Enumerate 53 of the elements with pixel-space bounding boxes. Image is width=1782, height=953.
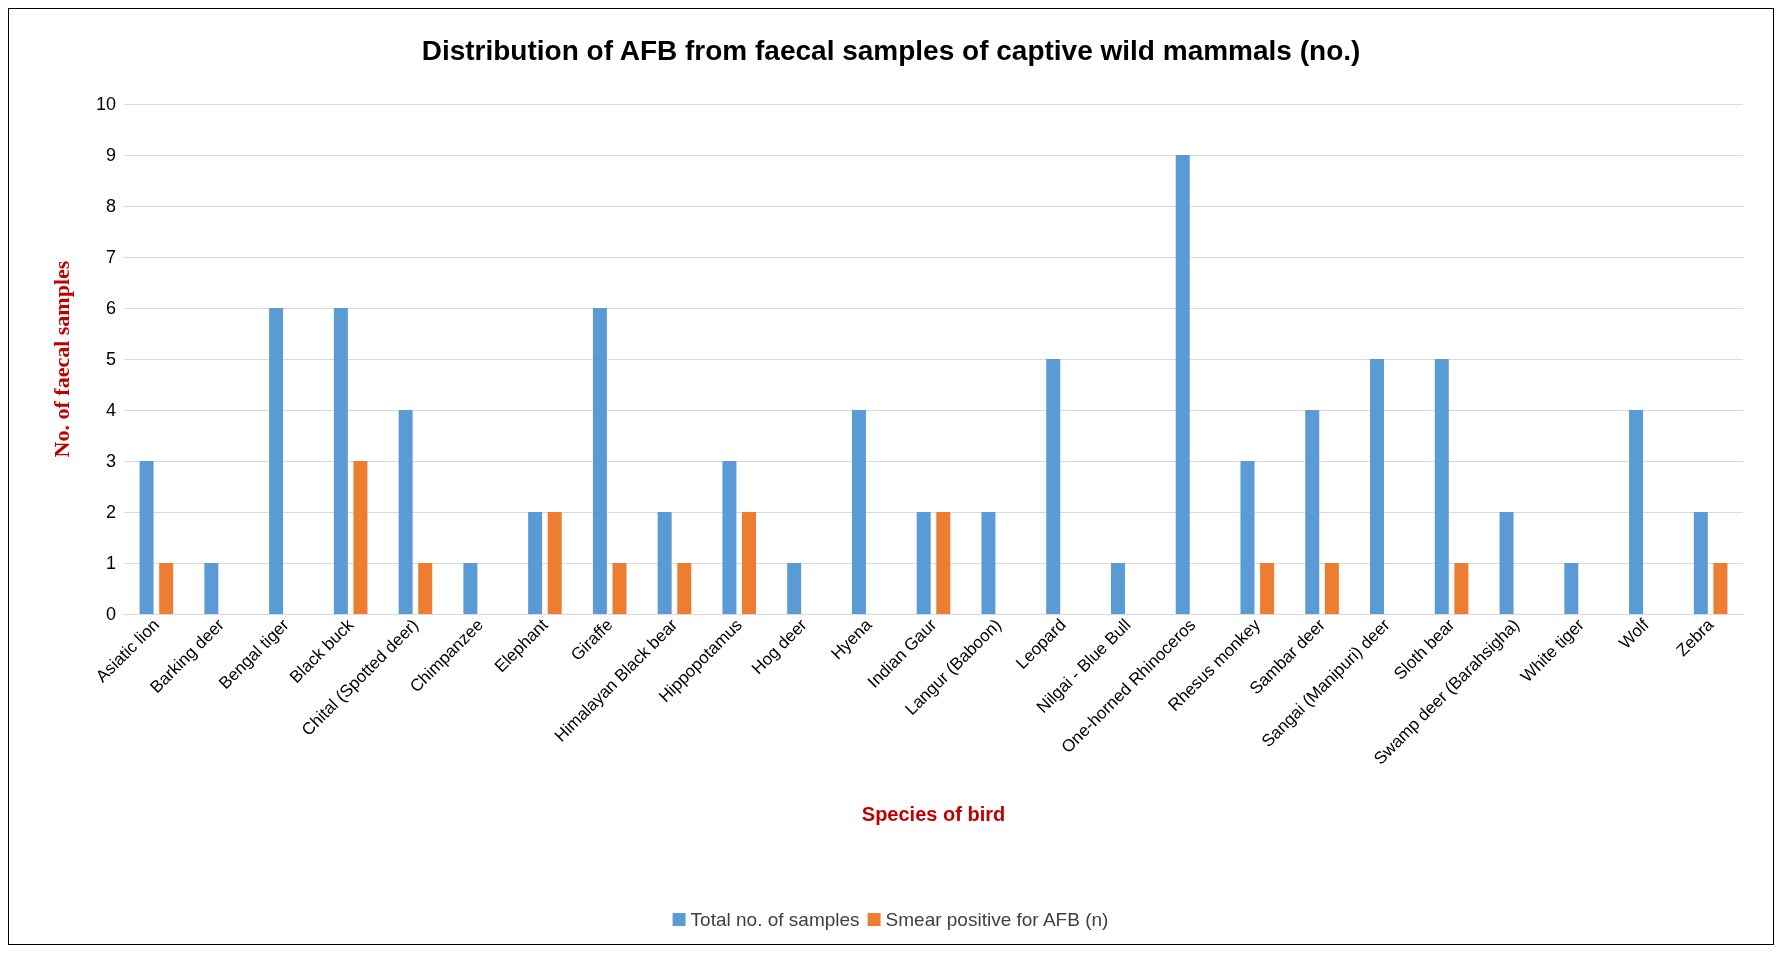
y-tick-label: 4 — [105, 400, 116, 420]
bar — [936, 512, 951, 614]
bar — [1693, 512, 1708, 614]
y-tick-label: 7 — [105, 247, 116, 267]
bar — [528, 512, 543, 614]
bar — [139, 461, 154, 614]
bar — [269, 308, 284, 614]
x-axis-title: Species of bird — [861, 803, 1006, 825]
bar — [547, 512, 562, 614]
y-tick-label: 0 — [105, 604, 116, 624]
bar — [1499, 512, 1514, 614]
y-tick-label: 2 — [105, 502, 116, 522]
y-tick-label: 6 — [105, 298, 116, 318]
bar — [1564, 563, 1579, 614]
bar — [677, 563, 692, 614]
y-tick-label: 3 — [105, 451, 116, 471]
y-tick-label: 9 — [105, 145, 116, 165]
bar — [742, 512, 757, 614]
bar — [1370, 359, 1385, 614]
y-tick-label: 10 — [95, 94, 116, 114]
legend-label: Smear positive for AFB (n) — [885, 909, 1109, 930]
bar — [1175, 155, 1190, 614]
bar — [204, 563, 219, 614]
bar — [851, 410, 866, 614]
bar — [1260, 563, 1275, 614]
y-tick-label: 8 — [105, 196, 116, 216]
legend-label: Total no. of samples — [690, 909, 860, 930]
bar — [657, 512, 672, 614]
bar — [418, 563, 433, 614]
chart-title: Distribution of AFB from faecal samples of captive wild mammals (no.) — [421, 34, 1361, 66]
bar — [1305, 410, 1320, 614]
bar — [1434, 359, 1449, 614]
bar — [1324, 563, 1339, 614]
bar — [1629, 410, 1644, 614]
bar — [592, 308, 607, 614]
bar — [722, 461, 737, 614]
bar — [1240, 461, 1255, 614]
bar — [398, 410, 413, 614]
bar — [787, 563, 802, 614]
bar — [353, 461, 368, 614]
y-tick-label: 1 — [105, 553, 116, 573]
bar — [1110, 563, 1125, 614]
bar — [463, 563, 478, 614]
bar — [981, 512, 996, 614]
bar — [1046, 359, 1061, 614]
bar — [1454, 563, 1469, 614]
bar — [333, 308, 348, 614]
bar — [612, 563, 627, 614]
bar — [1713, 563, 1728, 614]
y-axis-title: No. of faecal samples — [48, 260, 74, 458]
y-tick-label: 5 — [105, 349, 116, 369]
bar — [159, 563, 174, 614]
bar — [916, 512, 931, 614]
